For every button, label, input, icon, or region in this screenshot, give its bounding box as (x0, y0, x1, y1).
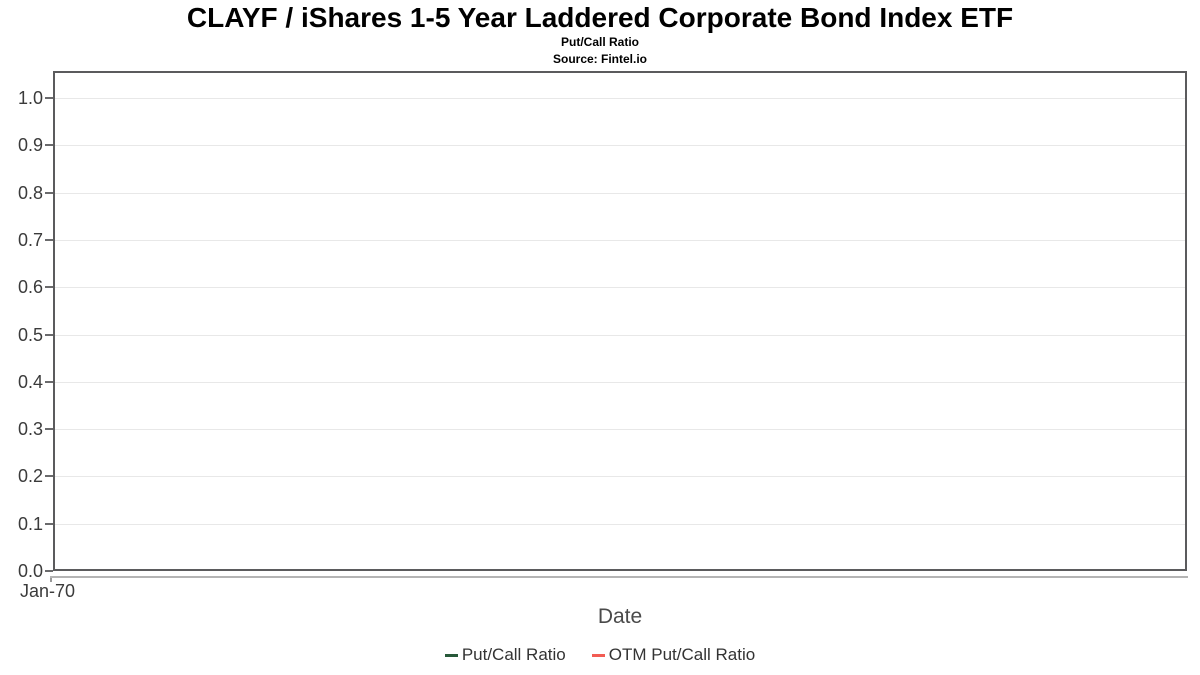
legend-item: Put/Call Ratio (444, 645, 566, 665)
y-tick-mark (45, 570, 53, 572)
gridline (55, 145, 1185, 147)
x-tick-label: Jan-70 (20, 581, 76, 601)
gridline (55, 429, 1185, 431)
y-tick-mark (45, 238, 53, 241)
y-tick-label: 1.0 (17, 88, 43, 108)
chart-subtitle: Put/Call Ratio (560, 35, 639, 49)
x-tick-mark (50, 578, 52, 582)
y-tick-label: 0.4 (17, 371, 43, 392)
legend: Put/Call Ratio OTM Put/Call Ratio (0, 645, 1200, 665)
y-tick-mark (45, 191, 53, 194)
chart-source-label: Source: Fintel.io (552, 52, 647, 66)
legend-swatch (444, 653, 458, 657)
legend-label: OTM Put/Call Ratio (608, 645, 756, 664)
gridline (55, 192, 1185, 194)
y-tick-mark (45, 97, 53, 99)
gridline (55, 523, 1185, 525)
plot-area (53, 71, 1187, 571)
gridline (55, 239, 1185, 241)
legend-swatch (591, 653, 605, 657)
legend-label: Put/Call Ratio (461, 645, 566, 664)
y-tick-mark (45, 333, 53, 336)
y-tick-label: 0.5 (17, 324, 43, 345)
y-tick-label: 0.7 (17, 229, 43, 250)
y-tick-label: 0.3 (17, 419, 43, 440)
gridline (55, 476, 1185, 478)
gridline (55, 287, 1185, 289)
gridline (55, 381, 1185, 383)
gridline (55, 334, 1185, 336)
gridline (55, 98, 1185, 99)
y-tick-label: 0.1 (17, 513, 43, 534)
y-tick-label: 0.8 (17, 182, 43, 203)
x-axis-title: Date (597, 605, 643, 628)
chart-title: CLAYF / iShares 1-5 Year Laddered Corpor… (186, 2, 1014, 33)
y-tick-mark (45, 144, 53, 147)
y-tick-label: 0.0 (17, 561, 43, 581)
y-tick-label: 0.2 (17, 466, 43, 487)
x-axis-line (50, 576, 1188, 578)
y-tick-label: 0.6 (17, 277, 43, 298)
y-tick-label: 0.9 (17, 135, 43, 156)
y-tick-mark (45, 475, 53, 478)
y-tick-mark (45, 522, 53, 525)
y-tick-mark (45, 286, 53, 289)
y-tick-mark (45, 380, 53, 383)
legend-item: OTM Put/Call Ratio (591, 645, 756, 665)
y-tick-mark (45, 428, 53, 431)
